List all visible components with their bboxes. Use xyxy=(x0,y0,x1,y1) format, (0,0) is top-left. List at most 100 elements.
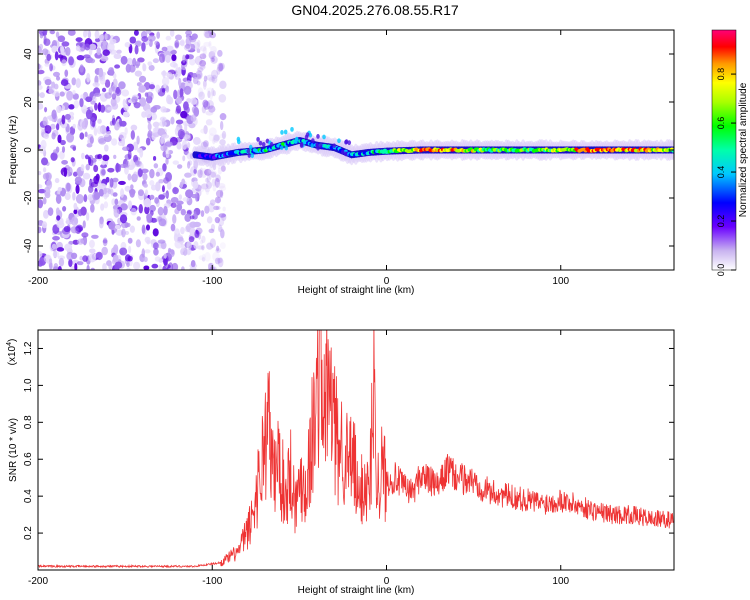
noise-speckle xyxy=(176,203,183,211)
noise-speckle xyxy=(63,167,68,177)
noise-speckle xyxy=(110,67,115,77)
noise-speckle xyxy=(147,34,156,42)
noise-speckle xyxy=(220,228,225,239)
noise-speckle xyxy=(166,94,172,105)
noise-speckle xyxy=(48,115,53,122)
noise-speckle xyxy=(170,49,177,55)
noise-speckle xyxy=(219,242,226,249)
noise-speckle xyxy=(209,170,217,177)
noise-speckle xyxy=(196,48,201,53)
x-tick-label: -200 xyxy=(28,576,48,587)
noise-speckle xyxy=(68,56,74,66)
noise-speckle xyxy=(211,266,217,270)
noise-speckle xyxy=(124,127,128,135)
noise-speckle xyxy=(133,141,139,151)
noise-speckle xyxy=(206,74,215,81)
noise-speckle xyxy=(101,169,106,176)
noise-speckle xyxy=(38,80,42,87)
noise-speckle xyxy=(133,30,139,36)
noise-speckle xyxy=(124,41,131,48)
noise-speckle xyxy=(145,95,153,104)
noise-speckle xyxy=(52,71,60,77)
noise-speckle xyxy=(154,197,160,204)
noise-speckle xyxy=(153,155,157,161)
noise-speckle xyxy=(187,248,192,255)
noise-speckle xyxy=(170,223,176,232)
noise-speckle xyxy=(161,77,170,86)
noise-speckle xyxy=(68,104,75,110)
noise-speckle xyxy=(144,109,153,119)
noise-speckle xyxy=(197,67,204,73)
noise-speckle xyxy=(90,100,96,105)
x-tick-label: -200 xyxy=(28,276,48,287)
noise-speckle xyxy=(38,63,41,70)
noise-speckle xyxy=(141,248,146,258)
noise-speckle xyxy=(145,137,151,146)
noise-speckle xyxy=(169,30,175,37)
noise-speckle xyxy=(218,213,227,218)
noise-speckle xyxy=(66,132,75,143)
noise-speckle xyxy=(73,202,78,210)
noise-speckle xyxy=(83,30,88,38)
noise-speckle xyxy=(178,77,182,87)
noise-speckle xyxy=(205,189,210,195)
noise-speckle xyxy=(143,256,148,263)
noise-speckle xyxy=(70,157,75,163)
noise-speckle xyxy=(92,82,100,88)
noise-speckle xyxy=(218,93,227,103)
noise-speckle xyxy=(64,69,69,77)
noise-speckle xyxy=(41,221,48,229)
noise-speckle xyxy=(96,47,101,56)
noise-speckle xyxy=(52,251,60,258)
noise-speckle xyxy=(105,130,112,135)
noise-speckle xyxy=(158,53,165,63)
noise-speckle xyxy=(138,75,147,83)
noise-speckle xyxy=(95,173,100,181)
colorbar-tick-label: 0.6 xyxy=(716,117,726,130)
track-blob xyxy=(305,132,310,138)
noise-speckle xyxy=(82,255,88,262)
noise-speckle xyxy=(98,138,107,145)
noise-speckle xyxy=(85,96,93,103)
noise-speckle xyxy=(212,251,220,262)
noise-speckle xyxy=(134,160,140,166)
noise-speckle xyxy=(165,148,170,159)
noise-speckle xyxy=(54,178,60,184)
noise-speckle xyxy=(48,89,54,94)
noise-speckle xyxy=(87,194,94,201)
noise-speckle xyxy=(208,166,213,175)
noise-speckle xyxy=(182,54,186,63)
noise-speckle xyxy=(53,90,60,97)
noise-speckle xyxy=(207,90,211,99)
noise-speckle xyxy=(161,88,166,93)
noise-speckle xyxy=(185,43,191,49)
noise-speckle xyxy=(209,199,216,206)
noise-speckle xyxy=(190,97,198,105)
noise-speckle xyxy=(215,174,221,183)
noise-speckle xyxy=(205,119,213,126)
track-blob xyxy=(256,136,260,142)
noise-speckle xyxy=(97,118,102,124)
noise-speckle xyxy=(102,49,110,57)
noise-speckle xyxy=(137,189,145,197)
noise-speckle xyxy=(209,238,216,248)
noise-speckle xyxy=(143,198,152,208)
noise-speckle xyxy=(177,128,186,139)
noise-speckle xyxy=(42,209,49,219)
noise-speckle xyxy=(166,45,174,52)
noise-speckle xyxy=(90,267,96,270)
noise-speckle xyxy=(121,89,130,97)
noise-speckle xyxy=(217,224,223,233)
noise-speckle xyxy=(66,182,71,192)
noise-speckle xyxy=(100,203,105,211)
noise-speckle xyxy=(221,213,227,221)
noise-speckle xyxy=(42,116,48,126)
noise-speckle xyxy=(56,105,62,113)
noise-speckle xyxy=(154,40,159,46)
y-tick-label: 40 xyxy=(23,48,34,60)
noise-speckle xyxy=(219,113,227,121)
noise-speckle xyxy=(180,266,185,270)
noise-speckle xyxy=(65,46,71,56)
noise-speckle xyxy=(51,243,57,250)
noise-speckle xyxy=(199,167,204,176)
